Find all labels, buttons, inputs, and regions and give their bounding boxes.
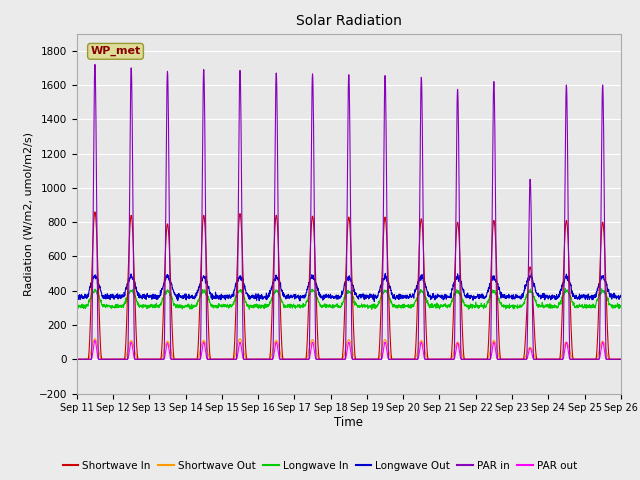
Longwave In	[376, 296, 384, 302]
Line: Longwave Out: Longwave Out	[77, 273, 621, 301]
Y-axis label: Radiation (W/m2, umol/m2/s): Radiation (W/m2, umol/m2/s)	[23, 132, 33, 296]
Longwave In	[569, 299, 577, 305]
PAR in	[569, 357, 577, 362]
Shortwave In	[376, 326, 384, 332]
PAR out	[365, 357, 372, 362]
X-axis label: Time: Time	[334, 416, 364, 429]
Longwave Out	[376, 284, 384, 289]
Shortwave In	[73, 357, 81, 362]
Longwave Out	[73, 292, 81, 298]
Longwave In	[364, 305, 372, 311]
Longwave Out	[364, 294, 372, 300]
Line: PAR out: PAR out	[77, 340, 621, 360]
Shortwave In	[91, 209, 99, 215]
Longwave Out	[527, 270, 535, 276]
Shortwave Out	[91, 336, 99, 342]
PAR in	[73, 357, 81, 362]
Shortwave In	[617, 357, 625, 362]
Line: Shortwave In: Shortwave In	[77, 212, 621, 360]
Line: Shortwave Out: Shortwave Out	[77, 339, 621, 360]
Line: PAR in: PAR in	[77, 64, 621, 360]
Longwave In	[561, 286, 569, 291]
Shortwave In	[507, 357, 515, 362]
Shortwave In	[584, 357, 591, 362]
PAR out	[569, 357, 577, 362]
Title: Solar Radiation: Solar Radiation	[296, 14, 402, 28]
PAR out	[376, 357, 384, 362]
Longwave In	[368, 306, 376, 312]
Shortwave Out	[225, 357, 232, 362]
Longwave In	[617, 304, 625, 310]
Shortwave Out	[376, 352, 384, 358]
PAR in	[91, 61, 99, 67]
Longwave Out	[225, 294, 232, 300]
PAR out	[73, 357, 81, 362]
Longwave In	[73, 301, 81, 307]
Longwave Out	[617, 292, 625, 298]
Shortwave Out	[617, 357, 625, 362]
Shortwave In	[365, 357, 372, 362]
Shortwave Out	[569, 356, 577, 362]
Longwave Out	[507, 294, 515, 300]
Longwave Out	[371, 299, 378, 304]
PAR in	[617, 357, 625, 362]
Longwave Out	[584, 294, 592, 300]
PAR out	[617, 357, 625, 362]
PAR in	[225, 357, 232, 362]
Shortwave Out	[507, 357, 515, 362]
Shortwave Out	[73, 357, 81, 362]
Shortwave Out	[365, 357, 372, 362]
PAR in	[507, 357, 515, 362]
Line: Longwave In: Longwave In	[77, 288, 621, 309]
PAR out	[507, 357, 515, 362]
Longwave In	[507, 304, 515, 310]
Text: WP_met: WP_met	[90, 46, 141, 57]
PAR out	[584, 357, 591, 362]
Shortwave In	[225, 357, 232, 362]
Longwave In	[584, 303, 592, 309]
PAR out	[225, 357, 232, 362]
Legend: Shortwave In, Shortwave Out, Longwave In, Longwave Out, PAR in, PAR out: Shortwave In, Shortwave Out, Longwave In…	[58, 456, 582, 475]
PAR out	[91, 337, 99, 343]
PAR in	[376, 357, 384, 362]
PAR in	[365, 357, 372, 362]
Longwave Out	[569, 294, 577, 300]
PAR in	[584, 357, 591, 362]
Shortwave In	[569, 354, 577, 360]
Longwave In	[225, 305, 232, 311]
Shortwave Out	[584, 357, 591, 362]
